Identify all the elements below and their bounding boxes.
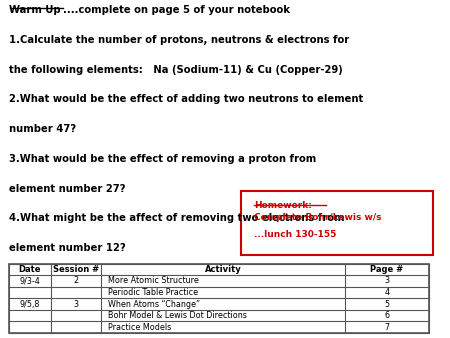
Text: 9/5,8: 9/5,8	[19, 299, 40, 309]
Text: Complete Bohr/Lewis w/s: Complete Bohr/Lewis w/s	[254, 213, 381, 222]
Text: Activity: Activity	[205, 265, 241, 274]
Text: the following elements:   Na (Sodium-11) & Cu (Copper-29): the following elements: Na (Sodium-11) &…	[9, 65, 342, 75]
Text: Homework:: Homework:	[254, 201, 312, 210]
Text: 3.What would be the effect of removing a proton from: 3.What would be the effect of removing a…	[9, 154, 316, 164]
Text: 1.Calculate the number of protons, neutrons & electrons for: 1.Calculate the number of protons, neutr…	[9, 35, 349, 45]
Text: 9/3-4: 9/3-4	[19, 276, 40, 286]
Text: 7: 7	[384, 323, 389, 332]
Text: 6: 6	[384, 311, 389, 320]
Text: 5: 5	[384, 299, 389, 309]
Text: number 47?: number 47?	[9, 124, 76, 134]
Text: element number 12?: element number 12?	[9, 243, 126, 253]
Text: More Atomic Structure: More Atomic Structure	[108, 276, 198, 286]
Text: 3: 3	[384, 276, 389, 286]
Text: Warm Up: Warm Up	[9, 5, 60, 15]
Text: When Atoms “Change”: When Atoms “Change”	[108, 299, 200, 309]
FancyBboxPatch shape	[241, 191, 433, 255]
Text: Bohr Model & Lewis Dot Directions: Bohr Model & Lewis Dot Directions	[108, 311, 247, 320]
Text: Date: Date	[18, 265, 41, 274]
Text: 2: 2	[73, 276, 78, 286]
Text: Page #: Page #	[370, 265, 403, 274]
Text: 3: 3	[73, 299, 78, 309]
Bar	[9, 264, 429, 333]
Text: element number 27?: element number 27?	[9, 184, 125, 194]
Text: Periodic Table Practice: Periodic Table Practice	[108, 288, 198, 297]
Text: 4.What might be the affect of removing two electrons from: 4.What might be the affect of removing t…	[9, 213, 344, 223]
Text: ....complete on page 5 of your notebook: ....complete on page 5 of your notebook	[63, 5, 289, 15]
Text: 4: 4	[384, 288, 389, 297]
Text: 2.What would be the effect of adding two neutrons to element: 2.What would be the effect of adding two…	[9, 94, 363, 104]
Text: Session #: Session #	[53, 265, 99, 274]
Text: ...lunch 130-155: ...lunch 130-155	[254, 230, 336, 239]
Text: Practice Models: Practice Models	[108, 323, 171, 332]
